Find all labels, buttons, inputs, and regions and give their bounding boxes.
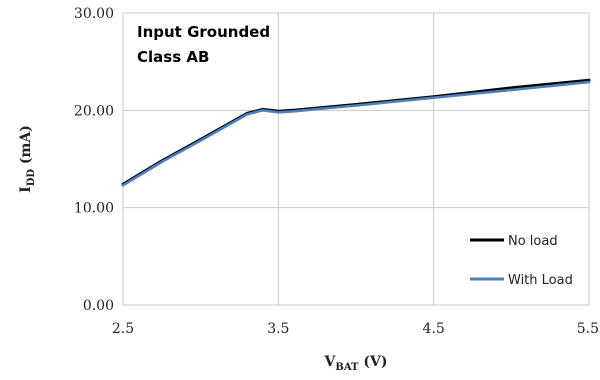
series-line-with-load [121,80,591,187]
legend-label-with-load: With Load [508,273,573,288]
plot-area [122,12,590,306]
x-axis-title-suffix: (V) [359,354,388,370]
x-axis-title-main: V [324,354,337,370]
series-lines [121,78,591,187]
legend: No load With Load [470,234,573,288]
x-tick-label: 2.5 [112,321,134,337]
tick-labels: 0.00 10.00 20.00 30.00 2.5 3.5 4.5 5.5 [74,6,599,337]
x-axis-title-sub: BAT [335,362,359,373]
annotation-line-2: Class AB [137,48,209,66]
legend-label-no-load: No load [508,234,558,249]
annotation-line-1: Input Grounded [137,23,270,41]
grid-lines [122,12,590,306]
y-axis-title: IDD (mA) [18,125,37,193]
y-axis-title-sub: DD [26,169,37,187]
y-tick-label: 20.00 [74,103,114,119]
y-axis-title-suffix: (mA) [18,125,34,169]
y-axis-title-main: I [18,186,34,193]
y-tick-label: 0.00 [83,298,114,314]
x-tick-label: 5.5 [577,321,599,337]
x-axis-title: VBAT (V) [324,354,388,373]
x-tick-label: 3.5 [267,321,289,337]
x-tick-label: 4.5 [423,321,445,337]
y-tick-label: 30.00 [74,6,114,22]
y-tick-label: 10.00 [74,201,114,217]
